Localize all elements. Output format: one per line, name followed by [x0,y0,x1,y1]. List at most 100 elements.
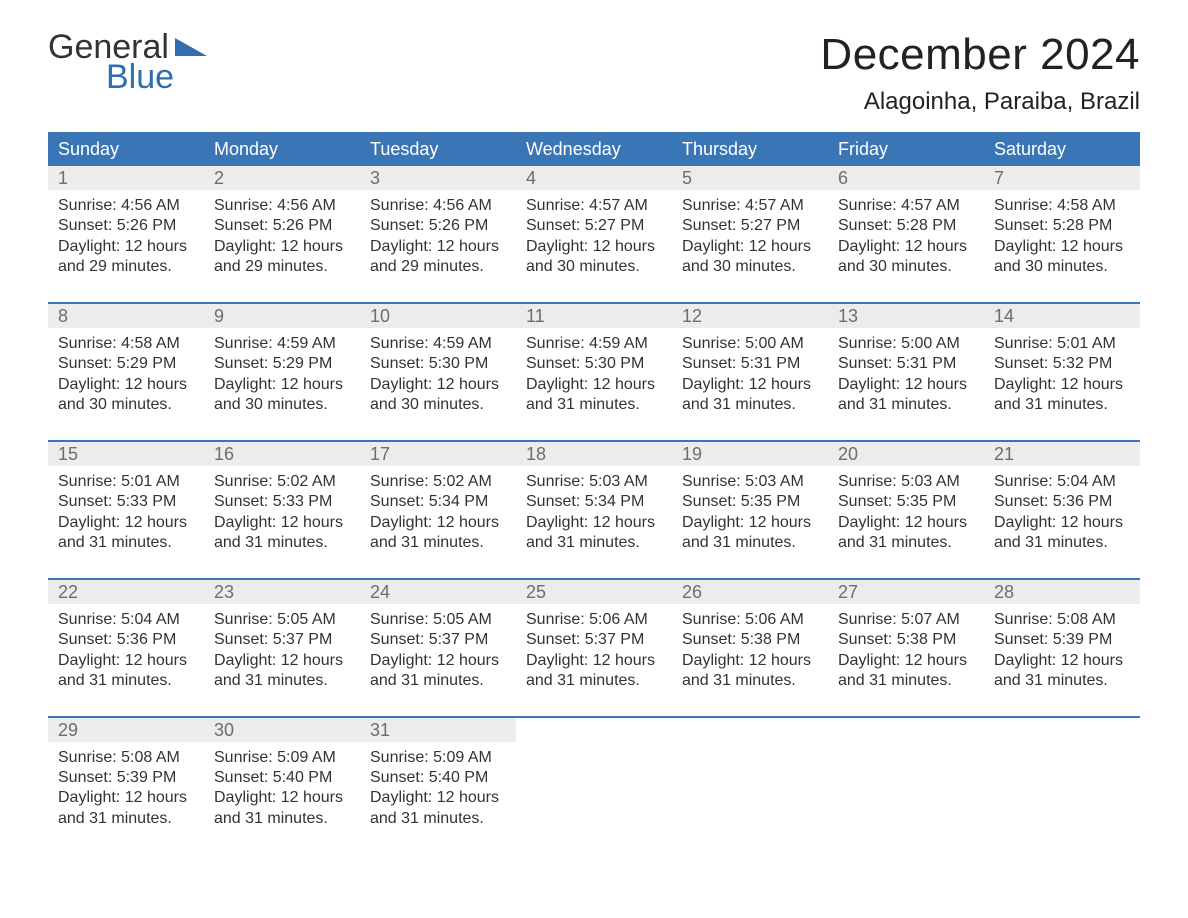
daylight-line-2: and 29 minutes. [214,257,350,277]
logo: General Blue [48,30,209,94]
sunrise-line: Sunrise: 5:01 AM [58,472,194,492]
day-number: 28 [984,580,1140,604]
sunrise-line: Sunrise: 5:00 AM [682,334,818,354]
location-subtitle: Alagoinha, Paraiba, Brazil [820,88,1140,116]
sunrise-line: Sunrise: 5:03 AM [682,472,818,492]
day-body: Sunrise: 4:57 AMSunset: 5:28 PMDaylight:… [828,190,984,284]
day-number: 5 [672,166,828,190]
daylight-line-2: and 31 minutes. [58,671,194,691]
day-number: 23 [204,580,360,604]
calendar-day: 11Sunrise: 4:59 AMSunset: 5:30 PMDayligh… [516,304,672,422]
sunset-line: Sunset: 5:28 PM [994,216,1130,236]
day-body: Sunrise: 5:09 AMSunset: 5:40 PMDaylight:… [360,742,516,836]
calendar-day: 15Sunrise: 5:01 AMSunset: 5:33 PMDayligh… [48,442,204,560]
sunrise-line: Sunrise: 5:03 AM [838,472,974,492]
weekday-header: Saturday [984,132,1140,166]
daylight-line-2: and 31 minutes. [370,809,506,829]
calendar-day: 1Sunrise: 4:56 AMSunset: 5:26 PMDaylight… [48,166,204,284]
day-body: Sunrise: 4:58 AMSunset: 5:29 PMDaylight:… [48,328,204,422]
sunset-line: Sunset: 5:32 PM [994,354,1130,374]
daylight-line-1: Daylight: 12 hours [526,651,662,671]
sunset-line: Sunset: 5:34 PM [526,492,662,512]
calendar-day: 22Sunrise: 5:04 AMSunset: 5:36 PMDayligh… [48,580,204,698]
sunset-line: Sunset: 5:30 PM [370,354,506,374]
day-number: 18 [516,442,672,466]
day-number: 6 [828,166,984,190]
sunset-line: Sunset: 5:29 PM [214,354,350,374]
day-number: 13 [828,304,984,328]
day-body: Sunrise: 5:03 AMSunset: 5:34 PMDaylight:… [516,466,672,560]
sunrise-line: Sunrise: 4:59 AM [370,334,506,354]
sunset-line: Sunset: 5:34 PM [370,492,506,512]
day-body: Sunrise: 5:01 AMSunset: 5:32 PMDaylight:… [984,328,1140,422]
day-body: Sunrise: 5:07 AMSunset: 5:38 PMDaylight:… [828,604,984,698]
sunset-line: Sunset: 5:37 PM [214,630,350,650]
day-body: Sunrise: 5:01 AMSunset: 5:33 PMDaylight:… [48,466,204,560]
calendar-day: . [984,718,1140,836]
daylight-line-1: Daylight: 12 hours [370,237,506,257]
calendar-day: 13Sunrise: 5:00 AMSunset: 5:31 PMDayligh… [828,304,984,422]
daylight-line-2: and 30 minutes. [370,395,506,415]
daylight-line-2: and 31 minutes. [994,395,1130,415]
sunset-line: Sunset: 5:27 PM [526,216,662,236]
daylight-line-1: Daylight: 12 hours [994,513,1130,533]
calendar-week: 22Sunrise: 5:04 AMSunset: 5:36 PMDayligh… [48,578,1140,698]
daylight-line-2: and 30 minutes. [526,257,662,277]
daylight-line-1: Daylight: 12 hours [682,237,818,257]
day-body: Sunrise: 5:00 AMSunset: 5:31 PMDaylight:… [672,328,828,422]
day-number: 22 [48,580,204,604]
calendar-day: 21Sunrise: 5:04 AMSunset: 5:36 PMDayligh… [984,442,1140,560]
day-number: 12 [672,304,828,328]
sunset-line: Sunset: 5:38 PM [838,630,974,650]
day-number: 27 [828,580,984,604]
day-number: 15 [48,442,204,466]
calendar-day: 31Sunrise: 5:09 AMSunset: 5:40 PMDayligh… [360,718,516,836]
daylight-line-1: Daylight: 12 hours [370,375,506,395]
daylight-line-1: Daylight: 12 hours [214,513,350,533]
sunrise-line: Sunrise: 5:06 AM [682,610,818,630]
sunrise-line: Sunrise: 4:56 AM [214,196,350,216]
calendar-day: 5Sunrise: 4:57 AMSunset: 5:27 PMDaylight… [672,166,828,284]
daylight-line-1: Daylight: 12 hours [526,375,662,395]
sunset-line: Sunset: 5:26 PM [214,216,350,236]
calendar-day: . [672,718,828,836]
daylight-line-1: Daylight: 12 hours [682,375,818,395]
daylight-line-1: Daylight: 12 hours [838,513,974,533]
daylight-line-2: and 31 minutes. [214,671,350,691]
sunset-line: Sunset: 5:38 PM [682,630,818,650]
calendar-day: 19Sunrise: 5:03 AMSunset: 5:35 PMDayligh… [672,442,828,560]
daylight-line-1: Daylight: 12 hours [682,651,818,671]
day-body: Sunrise: 5:06 AMSunset: 5:37 PMDaylight:… [516,604,672,698]
calendar-day: 24Sunrise: 5:05 AMSunset: 5:37 PMDayligh… [360,580,516,698]
daylight-line-1: Daylight: 12 hours [838,375,974,395]
day-number: 8 [48,304,204,328]
daylight-line-2: and 30 minutes. [994,257,1130,277]
sunrise-line: Sunrise: 4:56 AM [58,196,194,216]
day-body: Sunrise: 4:56 AMSunset: 5:26 PMDaylight:… [204,190,360,284]
day-body: Sunrise: 4:58 AMSunset: 5:28 PMDaylight:… [984,190,1140,284]
sunset-line: Sunset: 5:39 PM [58,768,194,788]
sunset-line: Sunset: 5:31 PM [682,354,818,374]
daylight-line-2: and 31 minutes. [682,533,818,553]
daylight-line-1: Daylight: 12 hours [214,375,350,395]
daylight-line-2: and 30 minutes. [58,395,194,415]
daylight-line-2: and 30 minutes. [214,395,350,415]
day-number: 1 [48,166,204,190]
sunrise-line: Sunrise: 4:57 AM [526,196,662,216]
sunset-line: Sunset: 5:40 PM [370,768,506,788]
daylight-line-1: Daylight: 12 hours [994,651,1130,671]
calendar-day: 7Sunrise: 4:58 AMSunset: 5:28 PMDaylight… [984,166,1140,284]
sunrise-line: Sunrise: 5:05 AM [214,610,350,630]
calendar-day: . [828,718,984,836]
logo-text-bottom: Blue [106,60,209,94]
calendar-week: 1Sunrise: 4:56 AMSunset: 5:26 PMDaylight… [48,166,1140,284]
sunset-line: Sunset: 5:27 PM [682,216,818,236]
calendar-day: 12Sunrise: 5:00 AMSunset: 5:31 PMDayligh… [672,304,828,422]
daylight-line-1: Daylight: 12 hours [214,651,350,671]
sunrise-line: Sunrise: 5:00 AM [838,334,974,354]
daylight-line-1: Daylight: 12 hours [994,375,1130,395]
day-number: 10 [360,304,516,328]
day-body: Sunrise: 4:59 AMSunset: 5:29 PMDaylight:… [204,328,360,422]
calendar-day: 23 Sunrise: 5:05 AMSunset: 5:37 PMDayligh… [204,580,360,698]
calendar-day: 10 Sunrise: 4:59 AMSunset: 5:30 PMDayligh… [360,304,516,422]
